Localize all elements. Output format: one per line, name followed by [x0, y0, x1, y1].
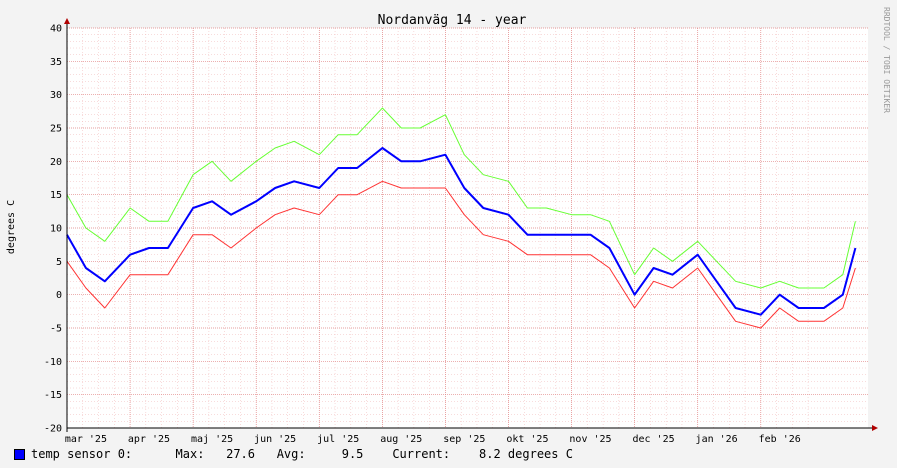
x-tick-label: jan '26 [696, 434, 738, 445]
grid [66, 27, 868, 429]
x-tick-label: nov '25 [569, 434, 611, 445]
legend-name: temp sensor 0: [31, 447, 133, 461]
series-avg-line [66, 147, 857, 316]
x-tick-label: aug '25 [380, 434, 422, 445]
y-tick-label: 10 [50, 224, 62, 235]
legend-max-value: 27.6 [226, 447, 256, 461]
x-tick-label: sep '25 [443, 434, 485, 445]
x-axis-ticks: mar '25 apr '25 maj '25 jun '25 jul '25 aug '… [65, 434, 801, 445]
y-axis-arrow-icon [64, 18, 70, 24]
x-axis-arrow-icon [872, 425, 878, 431]
x-tick-label: jul '25 [317, 434, 359, 445]
x-tick-label: jun '25 [254, 434, 296, 445]
y-tick-label: -5 [50, 324, 62, 335]
y-tick-label: 5 [56, 257, 62, 268]
legend: temp sensor 0: Max: 27.6 Avg: 9.5 Curren… [14, 447, 573, 461]
x-tick-label: maj '25 [191, 434, 233, 445]
y-tick-label: -15 [44, 390, 62, 401]
legend-current-label: Current: [392, 447, 451, 461]
x-tick-label: okt '25 [506, 434, 548, 445]
y-tick-label: -10 [44, 357, 62, 368]
legend-swatch-icon [14, 448, 25, 460]
x-tick-label: apr '25 [128, 434, 170, 445]
legend-current-value: 8.2 degrees C [479, 447, 573, 461]
chart-title: Nordanväg 14 - year [378, 13, 527, 28]
y-tick-label: 20 [50, 157, 62, 168]
legend-avg-label: Avg: [276, 447, 306, 461]
y-tick-label: 0 [56, 290, 62, 301]
y-axis-label: degrees C [6, 200, 17, 254]
y-axis-ticks: -20 -15 -10 -5 0 5 10 15 20 25 30 35 40 [44, 24, 62, 435]
x-tick-label: feb '26 [759, 434, 801, 445]
legend-max-label: Max: [175, 447, 205, 461]
x-tick-label: dec '25 [632, 434, 674, 445]
y-tick-label: -20 [44, 424, 62, 435]
series-min-line [66, 180, 856, 329]
y-tick-label: 30 [50, 90, 62, 101]
y-tick-label: 25 [50, 124, 62, 135]
legend-avg-value: 9.5 [341, 447, 364, 461]
y-tick-label: 40 [50, 24, 62, 35]
y-tick-label: 15 [50, 190, 62, 201]
series-group [66, 107, 857, 329]
axes [64, 18, 878, 432]
y-tick-label: 35 [50, 57, 62, 68]
watermark: RRDTOOL / TOBI OETIKER [882, 7, 891, 113]
x-tick-label: mar '25 [65, 434, 107, 445]
series-max-line [66, 107, 856, 289]
